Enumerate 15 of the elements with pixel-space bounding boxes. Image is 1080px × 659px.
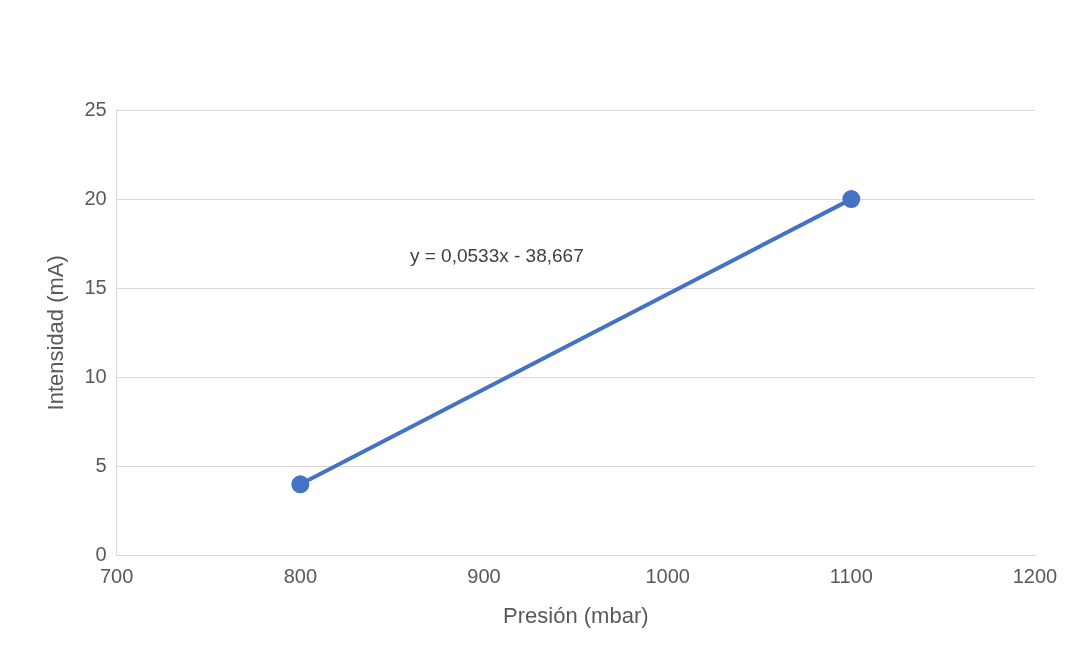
annotation: y = 0,0533x - 38,667 [409,245,584,267]
y-tick-label: 15 [84,275,107,298]
y-tick-label: 25 [84,97,107,120]
y-tick-label: 20 [84,186,107,209]
y-tick-label: 10 [84,364,107,387]
x-axis-title: Presión (mbar) [503,602,649,628]
x-tick-label: 1100 [829,565,873,588]
y-axis-title: Intensidad (mA) [43,255,69,411]
y-tick-label: 5 [95,454,107,476]
x-tick-label: 900 [467,565,501,588]
x-tick-label: 1200 [1012,565,1058,588]
x-tick-label: 700 [99,565,134,588]
y-tick-label: 0 [95,543,107,566]
x-tick-label: 800 [283,565,317,588]
x-tick-label: 1000 [645,565,690,588]
